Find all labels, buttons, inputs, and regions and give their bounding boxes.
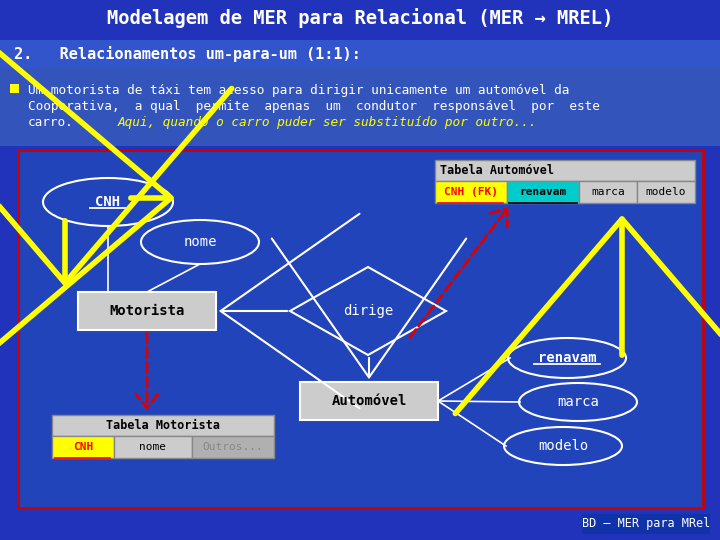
Text: carro.: carro. (28, 116, 73, 129)
Text: Aqui, quando o carro puder ser substituído por outro...: Aqui, quando o carro puder ser substituí… (118, 116, 537, 129)
Text: CNH: CNH (73, 442, 93, 452)
Text: dirige: dirige (343, 304, 393, 318)
Text: Um motorista de táxi tem acesso para dirigir unicamente um automóvel da: Um motorista de táxi tem acesso para dir… (28, 84, 570, 97)
FancyBboxPatch shape (0, 40, 720, 68)
Text: Tabela Automóvel: Tabela Automóvel (440, 164, 554, 177)
Text: marca: marca (557, 395, 599, 409)
Text: renavam: renavam (538, 351, 596, 365)
FancyBboxPatch shape (0, 0, 720, 36)
Text: Modelagem de MER para Relacional (MER → MREL): Modelagem de MER para Relacional (MER → … (107, 8, 613, 28)
FancyBboxPatch shape (637, 181, 695, 203)
FancyBboxPatch shape (300, 382, 438, 420)
FancyBboxPatch shape (52, 415, 274, 436)
FancyArrowPatch shape (136, 333, 158, 408)
FancyArrowPatch shape (410, 209, 508, 338)
FancyBboxPatch shape (52, 436, 114, 458)
Text: nome: nome (140, 442, 166, 452)
FancyBboxPatch shape (507, 181, 579, 203)
Text: marca: marca (591, 187, 625, 197)
FancyBboxPatch shape (10, 84, 19, 93)
Text: modelo: modelo (646, 187, 686, 197)
Text: Outros...: Outros... (202, 442, 264, 452)
FancyBboxPatch shape (192, 436, 274, 458)
Text: CNH: CNH (96, 195, 120, 209)
FancyBboxPatch shape (582, 514, 710, 534)
Text: Automóvel: Automóvel (331, 394, 407, 408)
Text: CNH (FK): CNH (FK) (444, 187, 498, 197)
Text: BD – MER para MRel: BD – MER para MRel (582, 517, 710, 530)
Text: nome: nome (184, 235, 217, 249)
Text: Cooperativa,  a qual  permite  apenas  um  condutor  responsável  por  este: Cooperativa, a qual permite apenas um co… (28, 100, 600, 113)
FancyBboxPatch shape (579, 181, 637, 203)
FancyBboxPatch shape (0, 68, 720, 146)
Text: modelo: modelo (538, 439, 588, 453)
Text: 2.   Relacionamentos um-para-um (1:1):: 2. Relacionamentos um-para-um (1:1): (14, 46, 361, 62)
FancyBboxPatch shape (435, 181, 507, 203)
Text: Motorista: Motorista (109, 304, 185, 318)
FancyBboxPatch shape (435, 160, 695, 181)
Text: renavam: renavam (519, 187, 567, 197)
Text: Tabela Motorista: Tabela Motorista (106, 419, 220, 432)
FancyBboxPatch shape (114, 436, 192, 458)
FancyBboxPatch shape (78, 292, 216, 330)
FancyBboxPatch shape (18, 150, 703, 508)
